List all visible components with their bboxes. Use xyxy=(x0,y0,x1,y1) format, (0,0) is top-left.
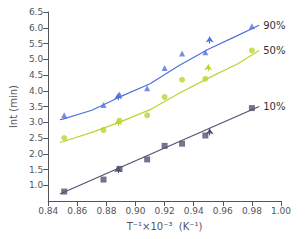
svg-text:1.00: 1.00 xyxy=(271,206,291,216)
svg-text:0.86: 0.86 xyxy=(67,206,87,216)
svg-text:1.5: 1.5 xyxy=(29,165,43,175)
svg-text:3.5: 3.5 xyxy=(29,102,43,112)
svg-text:6.0: 6.0 xyxy=(29,23,44,33)
svg-text:6.5: 6.5 xyxy=(29,7,43,17)
svg-text:0.90: 0.90 xyxy=(125,206,145,216)
svg-text:4.5: 4.5 xyxy=(29,70,43,80)
svg-text:10%: 10% xyxy=(263,101,285,112)
svg-text:0.94: 0.94 xyxy=(184,206,204,216)
svg-text:50%: 50% xyxy=(263,45,285,56)
svg-text:2.5: 2.5 xyxy=(29,133,43,143)
svg-text:0.88: 0.88 xyxy=(96,206,116,216)
svg-text:3.0: 3.0 xyxy=(29,117,44,127)
svg-text:5.5: 5.5 xyxy=(29,39,43,49)
svg-text:90%: 90% xyxy=(263,20,285,31)
svg-text:0.96: 0.96 xyxy=(213,206,233,216)
svg-text:0.98: 0.98 xyxy=(242,206,262,216)
svg-text:lnt (min): lnt (min) xyxy=(8,85,19,128)
svg-text:T⁻¹×10⁻³ (K⁻¹): T⁻¹×10⁻³ (K⁻¹) xyxy=(126,221,203,232)
svg-text:2.0: 2.0 xyxy=(29,149,44,159)
svg-text:4.0: 4.0 xyxy=(29,86,44,96)
svg-text:0.84: 0.84 xyxy=(38,206,58,216)
svg-text:0.92: 0.92 xyxy=(155,206,175,216)
svg-text:1.0: 1.0 xyxy=(29,180,44,190)
svg-text:5.0: 5.0 xyxy=(29,54,44,64)
